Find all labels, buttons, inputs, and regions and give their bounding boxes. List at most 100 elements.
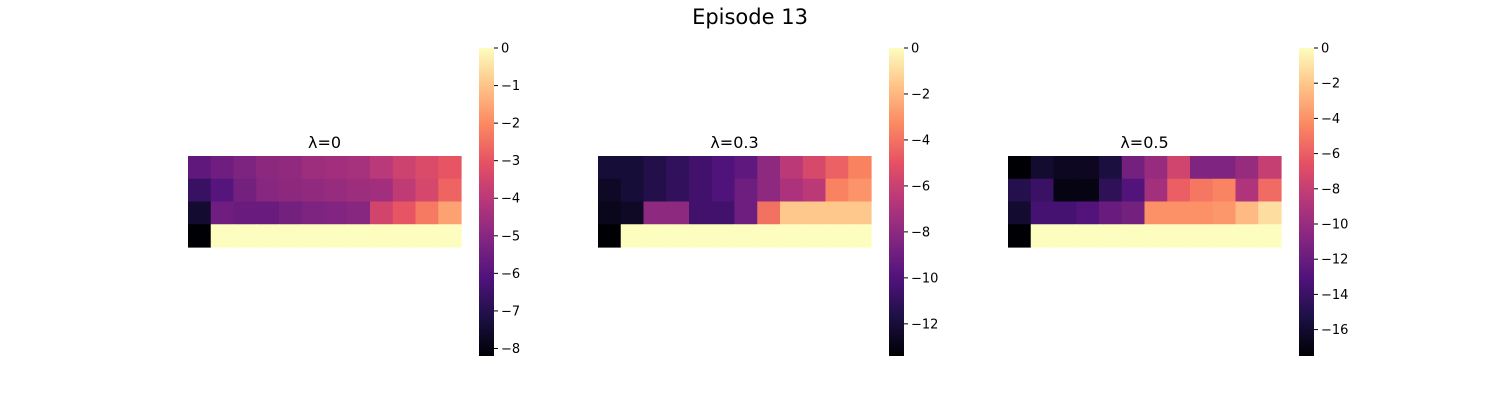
heatmap-cell-r3-c1 xyxy=(210,224,235,248)
heatmap-cell-r2-c10 xyxy=(825,201,849,225)
heatmap-cell-r0-c5 xyxy=(301,156,326,180)
heatmap-cell-r1-c9 xyxy=(1212,178,1237,203)
heatmap-cell-r2-c3 xyxy=(666,201,690,225)
heatmap-cell-r2-c9 xyxy=(392,201,417,225)
heatmap-cell-r0-c7 xyxy=(347,156,371,180)
heatmap-cell-r2-c0 xyxy=(598,201,622,225)
heatmap-panel-1: λ=0 0 −1 −2 −3 −4 −5 −6 −7 −8 xyxy=(188,42,520,357)
heatmap-cell-r0-c1 xyxy=(1030,156,1055,180)
colorbar-tick-label: −14 xyxy=(1321,288,1348,303)
heatmap-cell-r2-c11 xyxy=(848,201,872,225)
heatmap-cell-r0-c2 xyxy=(233,156,257,180)
heatmap-cell-r3-c11 xyxy=(1258,224,1282,248)
heatmap-cell-r2-c6 xyxy=(324,201,348,225)
heatmap-cell-r3-c11 xyxy=(848,224,872,248)
heatmap-cell-r0-c0 xyxy=(598,156,622,180)
colorbar-ticks-3: 0 −2 −4 −6 −8 −10 −12 −14 −16 xyxy=(1314,42,1348,338)
heatmap-cell-r2-c1 xyxy=(1030,201,1055,225)
heatmap-cell-r3-c9 xyxy=(392,224,417,248)
heatmap-cell-r0-c4 xyxy=(279,156,303,180)
heatmap-cell-r2-c8 xyxy=(780,201,804,225)
heatmap-cell-r1-c2 xyxy=(1053,178,1077,203)
heatmap-cells-2 xyxy=(598,156,872,248)
heatmap-cell-r0-c9 xyxy=(802,156,827,180)
colorbar-tick-label: −1 xyxy=(501,79,520,94)
heatmap-cell-r0-c5 xyxy=(711,156,736,180)
heatmap-cell-r2-c7 xyxy=(1167,201,1191,225)
colorbar-tick-label: −6 xyxy=(911,179,930,194)
heatmap-cell-r0-c11 xyxy=(438,156,462,180)
heatmap-cell-r3-c8 xyxy=(780,224,804,248)
panel-title-3: λ=0.5 xyxy=(1120,133,1168,152)
heatmap-cell-r0-c10 xyxy=(1235,156,1259,180)
heatmap-cell-r0-c6 xyxy=(1144,156,1168,180)
heatmap-cell-r2-c8 xyxy=(1190,201,1214,225)
heatmap-cell-r1-c11 xyxy=(848,178,872,203)
heatmap-cell-r1-c10 xyxy=(1235,178,1259,203)
heatmap-cell-r2-c2 xyxy=(233,201,257,225)
heatmap-cell-r1-c8 xyxy=(780,178,804,203)
heatmap-cell-r2-c7 xyxy=(347,201,371,225)
colorbar-tick-label: −5 xyxy=(501,229,520,244)
heatmap-cell-r2-c9 xyxy=(802,201,827,225)
heatmap-cell-r3-c4 xyxy=(689,224,713,248)
heatmap-cell-r1-c3 xyxy=(666,178,690,203)
heatmap-cell-r0-c1 xyxy=(620,156,645,180)
heatmap-cell-r3-c1 xyxy=(1030,224,1055,248)
heatmap-cell-r3-c5 xyxy=(1121,224,1146,248)
heatmap-cell-r3-c2 xyxy=(643,224,667,248)
heatmap-cell-r1-c0 xyxy=(188,178,212,203)
heatmap-cell-r3-c3 xyxy=(666,224,690,248)
heatmap-cell-r1-c9 xyxy=(392,178,417,203)
colorbar-1: 0 −1 −2 −3 −4 −5 −6 −7 −8 xyxy=(479,42,520,357)
heatmap-cell-r2-c4 xyxy=(279,201,303,225)
colorbar-tick-label: −12 xyxy=(1321,253,1348,268)
heatmap-cell-r1-c7 xyxy=(1167,178,1191,203)
heatmap-cell-r3-c7 xyxy=(347,224,371,248)
colorbar-tick-label: −6 xyxy=(1321,147,1340,162)
heatmap-cell-r0-c7 xyxy=(1167,156,1191,180)
heatmap-cell-r1-c11 xyxy=(1258,178,1282,203)
heatmap-cell-r2-c6 xyxy=(734,201,758,225)
heatmap-cell-r0-c9 xyxy=(1212,156,1237,180)
heatmap-cell-r1-c4 xyxy=(279,178,303,203)
colorbar-tick-label: −3 xyxy=(501,154,520,169)
colorbar-tick-label: −2 xyxy=(911,87,930,102)
heatmap-cell-r3-c2 xyxy=(1053,224,1077,248)
heatmap-cell-r0-c8 xyxy=(780,156,804,180)
heatmap-cell-r0-c2 xyxy=(643,156,667,180)
heatmap-cell-r1-c6 xyxy=(1144,178,1168,203)
colorbar-tick-label: −2 xyxy=(501,117,520,132)
colorbar-ticks-2: 0 −2 −4 −6 −8 −10 −12 xyxy=(904,42,938,332)
heatmap-cell-r3-c1 xyxy=(620,224,645,248)
heatmap-cell-r3-c4 xyxy=(1099,224,1123,248)
heatmap-cell-r0-c10 xyxy=(415,156,439,180)
heatmap-cells-3 xyxy=(1008,156,1282,248)
heatmap-cell-r1-c10 xyxy=(825,178,849,203)
heatmap-cell-r0-c3 xyxy=(666,156,690,180)
heatmap-cell-r1-c4 xyxy=(1099,178,1123,203)
colorbar-tick-label: −4 xyxy=(501,192,520,207)
colorbar-tick-label: −8 xyxy=(911,225,930,240)
heatmap-cell-r3-c7 xyxy=(1167,224,1191,248)
heatmap-cell-r3-c5 xyxy=(301,224,326,248)
heatmap-cell-r0-c3 xyxy=(1076,156,1100,180)
panel-title-1: λ=0 xyxy=(308,133,341,152)
heatmap-cell-r1-c8 xyxy=(370,178,394,203)
heatmap-cell-r1-c5 xyxy=(301,178,326,203)
heatmap-cell-r0-c0 xyxy=(1008,156,1032,180)
heatmap-cell-r2-c1 xyxy=(620,201,645,225)
heatmap-cell-r0-c2 xyxy=(1053,156,1077,180)
colorbar-tick-label: 0 xyxy=(1321,42,1329,57)
heatmap-cell-r1-c3 xyxy=(256,178,280,203)
heatmap-cell-r1-c7 xyxy=(347,178,371,203)
heatmap-cell-r3-c3 xyxy=(1076,224,1100,248)
heatmap-cell-r0-c10 xyxy=(825,156,849,180)
heatmap-cell-r3-c3 xyxy=(256,224,280,248)
heatmap-cell-r3-c10 xyxy=(1235,224,1259,248)
heatmap-cell-r1-c9 xyxy=(802,178,827,203)
heatmap-cell-r0-c6 xyxy=(734,156,758,180)
heatmap-cell-r1-c5 xyxy=(711,178,736,203)
heatmap-cell-r3-c8 xyxy=(370,224,394,248)
heatmap-cell-r2-c1 xyxy=(210,201,235,225)
